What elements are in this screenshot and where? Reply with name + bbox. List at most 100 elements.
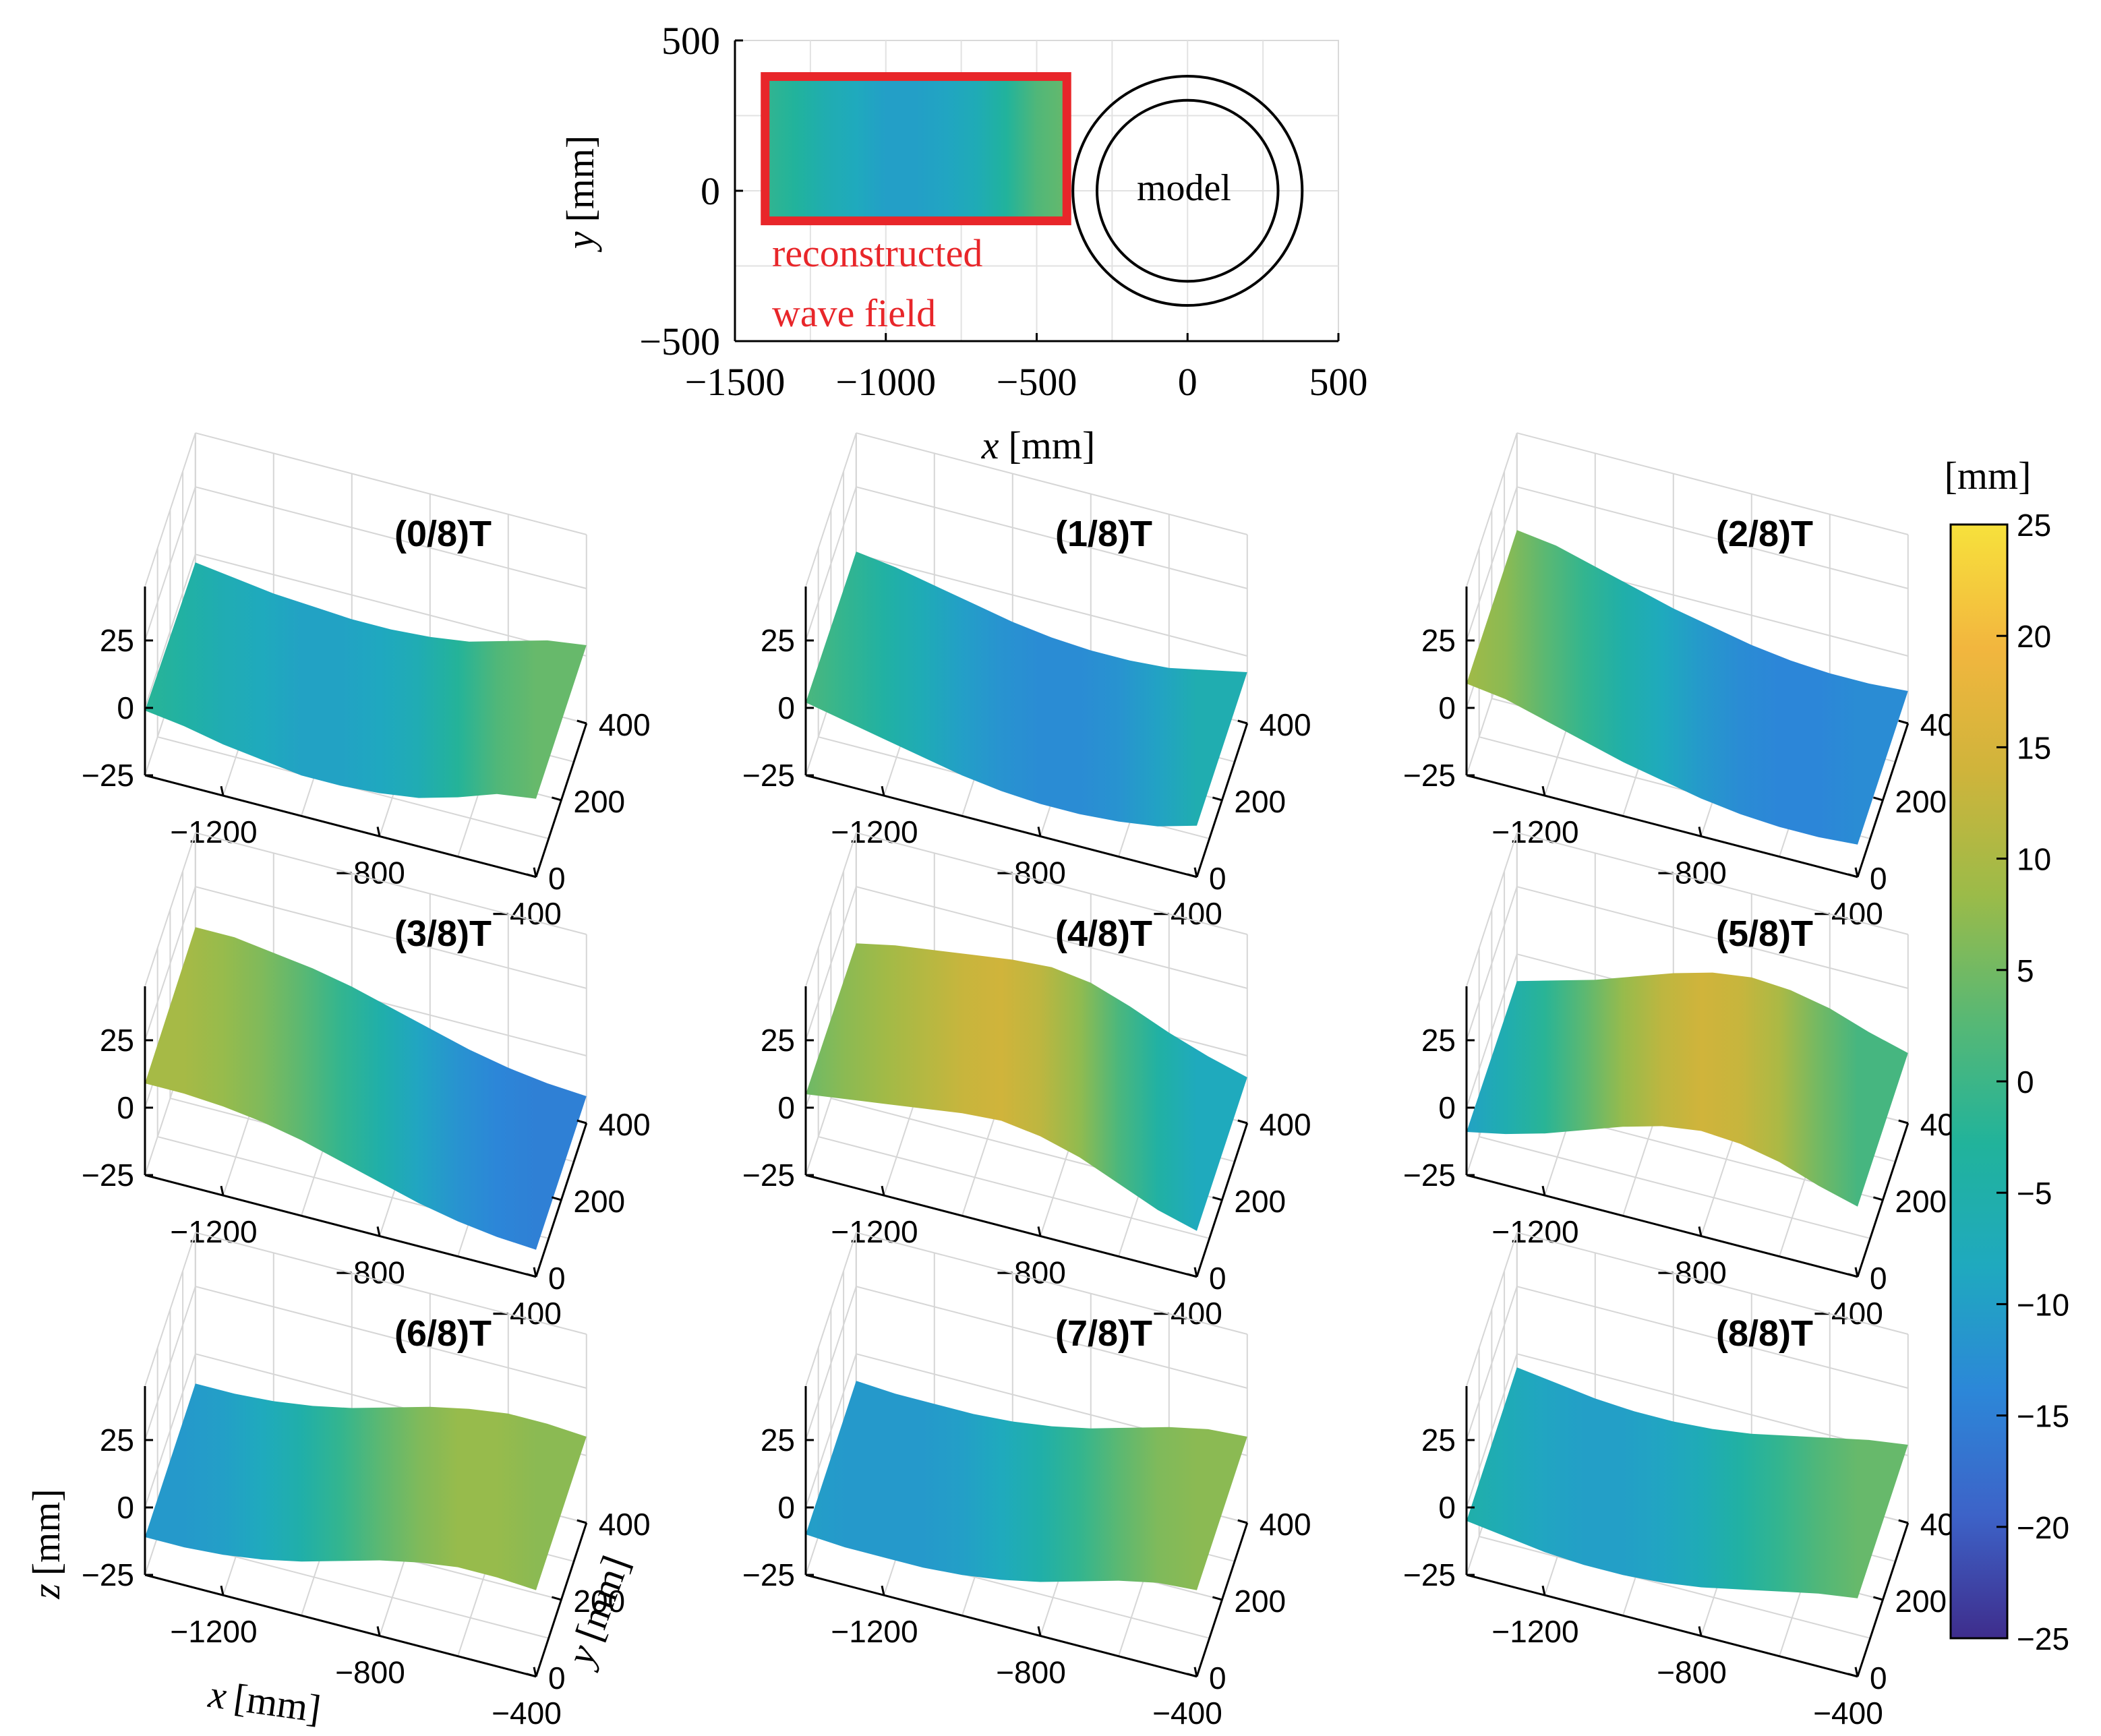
grid-floor-y [818, 1136, 1210, 1239]
annotation-line-2: wave field [772, 291, 936, 335]
z-tick-label: 0 [1438, 690, 1456, 725]
y-tick [1898, 1519, 1909, 1524]
z-tick-label: 25 [100, 1423, 134, 1458]
x-axis [805, 1574, 1197, 1678]
surface-mesh [1467, 530, 1908, 845]
panel-title: (4/8)T [1055, 914, 1152, 954]
surface-mesh [1467, 972, 1908, 1207]
x-tick [1193, 1267, 1198, 1278]
top-y-axis-label: y [mm] [558, 136, 602, 253]
top-x-tick-label: 0 [1178, 360, 1197, 404]
x-tick [1541, 1585, 1546, 1596]
x-tick [1698, 1626, 1703, 1636]
x-axis [144, 1574, 537, 1678]
top-x-tick-label: −1500 [685, 360, 786, 404]
z-var: z [24, 1584, 68, 1600]
y-tick [1212, 1596, 1222, 1601]
colorbar-tick-label: −10 [2017, 1287, 2069, 1322]
y-tick [1872, 1196, 1883, 1201]
x-tick-label: −1200 [831, 1214, 918, 1249]
x-tick [220, 1185, 225, 1196]
surface-panels: 25 0 −25 −1200 −800 −400 400 200 0 (0/8)T 25 0 −25 −1… [82, 432, 1972, 1731]
colorbar-tick-label: −15 [2017, 1399, 2069, 1434]
x-tick-label: −800 [996, 1654, 1066, 1689]
grid-floor-y [1479, 1136, 1870, 1239]
y-tick [1237, 1519, 1248, 1524]
grid-side-z [805, 432, 857, 587]
grid-side-z [144, 886, 196, 1041]
z-tick-label: 25 [761, 1023, 795, 1058]
grid-side-z [805, 486, 857, 641]
colorbar-tick-label: 15 [2017, 730, 2051, 765]
y-tick-label: 200 [573, 784, 625, 819]
grid-back-z [1516, 1232, 1909, 1335]
grid-side-z [144, 832, 196, 987]
x-axis-label-3d: x[mm] [206, 1672, 324, 1731]
y-tick-label: 400 [1260, 707, 1311, 742]
top-y-tick-label: 500 [661, 19, 720, 63]
grid-side-z [1466, 886, 1518, 1041]
colorbar-tick-label: −5 [2017, 1176, 2052, 1211]
grid-side-z [1466, 486, 1518, 641]
y-tick [1237, 719, 1248, 725]
z-tick-label: 0 [777, 1090, 795, 1125]
y-tick [551, 1196, 562, 1201]
annotation-line-1: reconstructed [772, 231, 982, 275]
z-tick-label: 25 [1421, 1423, 1456, 1458]
surface-mesh [145, 562, 587, 799]
panel-title: (6/8)T [394, 1313, 492, 1354]
y-tick-label: 200 [1234, 784, 1286, 819]
y-tick-label: 400 [1260, 1107, 1311, 1142]
grid-side-z [805, 1286, 857, 1441]
panel-title: (8/8)T [1716, 1313, 1813, 1354]
grid-side-z [144, 1353, 196, 1508]
grid-back-z [1516, 1286, 1909, 1389]
colorbar-tick-label: −25 [2017, 1621, 2069, 1656]
grid-back-z [856, 553, 1248, 657]
grid-side-z [1466, 432, 1518, 587]
colorbar-tick-label: 0 [2017, 1065, 2034, 1100]
top-y-tick-label: −500 [639, 320, 720, 363]
z-unit: [mm] [24, 1489, 68, 1576]
grid-side-z [1466, 1286, 1518, 1441]
grid-back-z [856, 486, 1248, 589]
x-tick-label: −1200 [831, 1614, 918, 1649]
grid-side-z [805, 1232, 857, 1387]
z-tick-label: −25 [742, 1158, 795, 1193]
y-tick-label: 400 [1260, 1507, 1311, 1542]
y-tick-label: 200 [1234, 1584, 1286, 1619]
y-tick [1872, 1596, 1883, 1601]
top-x-unit: [mm] [1008, 423, 1095, 467]
y-tick-label: 400 [599, 707, 651, 742]
grid-back-z [856, 886, 1248, 989]
colorbar-tick-label: 5 [2017, 953, 2034, 988]
y-tick-label: 0 [1870, 861, 1887, 896]
z-tick-label: −25 [82, 1158, 134, 1193]
y-tick-label: 400 [599, 1507, 651, 1542]
grid-side-z [1466, 953, 1518, 1108]
x-tick [376, 1226, 381, 1236]
grid-back-z [1516, 832, 1909, 935]
grid-back-z [195, 432, 587, 535]
x-unit-3d: [mm] [231, 1675, 324, 1731]
grid-back-z [195, 553, 587, 657]
z-tick-label: −25 [82, 1557, 134, 1592]
x-tick-label: −1200 [170, 814, 257, 849]
y-tick [1187, 1273, 1197, 1278]
x-tick-label: −800 [1657, 1654, 1727, 1689]
z-tick-label: 0 [1438, 1090, 1456, 1125]
surface-mesh [145, 927, 587, 1250]
x-tick [220, 785, 225, 796]
x-tick [881, 1185, 885, 1196]
y-tick-label: 200 [1895, 1584, 1947, 1619]
z-tick-label: 0 [117, 1090, 134, 1125]
surface-mesh [806, 551, 1247, 827]
x-tick [220, 1585, 225, 1596]
panel-title: (2/8)T [1716, 514, 1813, 554]
x-axis [1466, 1574, 1858, 1678]
x-tick [376, 1626, 381, 1636]
x-tick [1193, 1667, 1198, 1677]
grid-back-z [195, 886, 587, 989]
